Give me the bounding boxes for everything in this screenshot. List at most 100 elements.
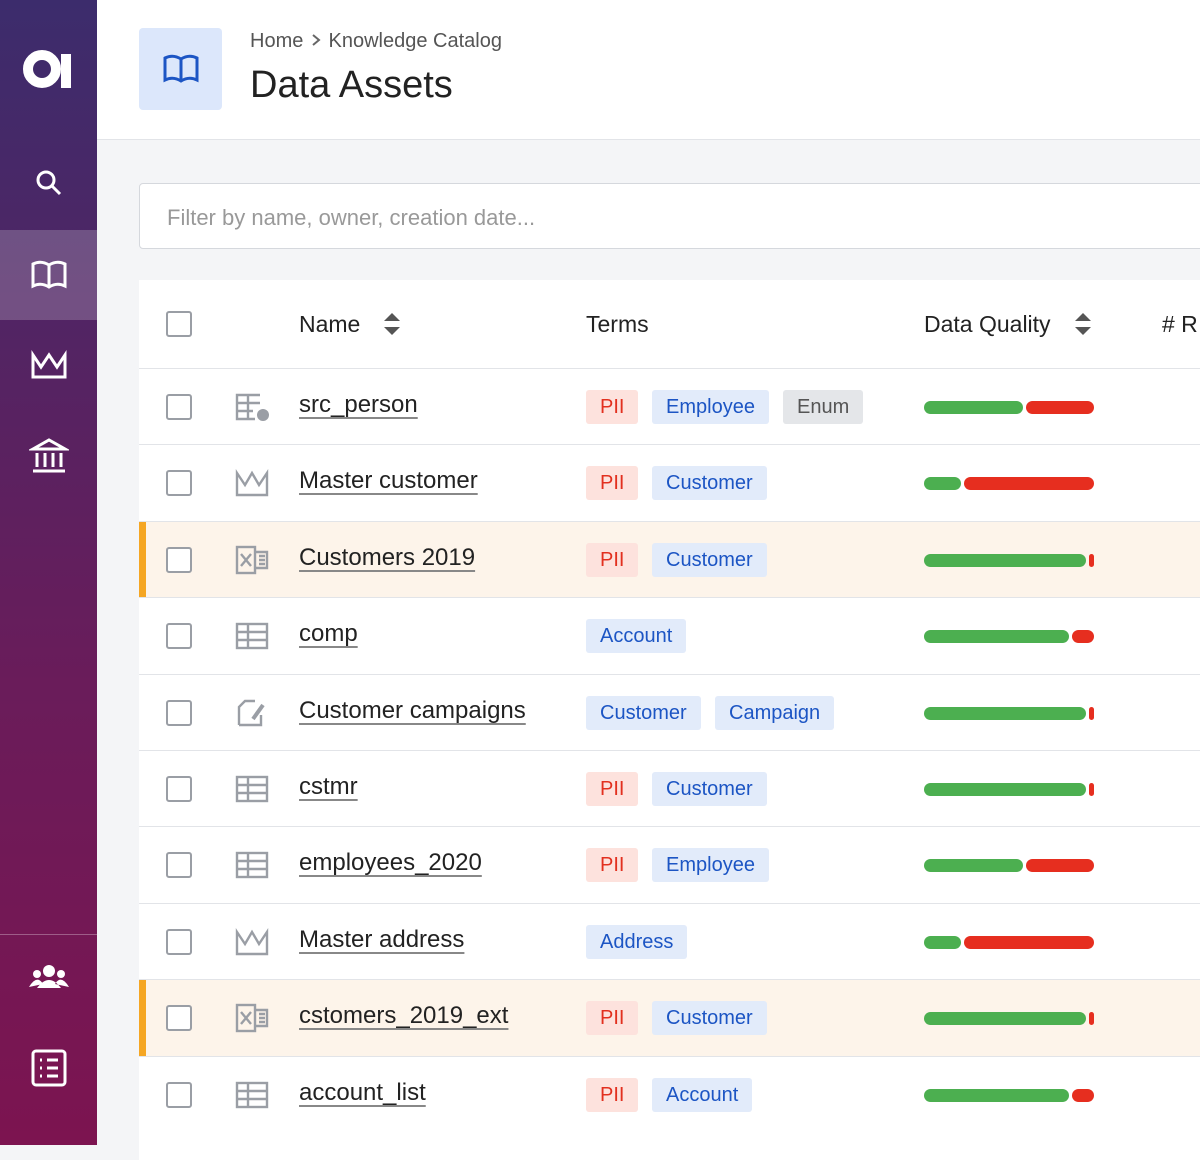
- asset-name[interactable]: cstmr: [299, 773, 358, 800]
- breadcrumb-link[interactable]: Knowledge Catalog: [328, 30, 502, 52]
- icon-shape: [240, 550, 269, 569]
- asset-name[interactable]: src_person: [299, 391, 418, 418]
- icon-shape: [240, 1008, 269, 1028]
- term-tag[interactable]: PII: [586, 1001, 639, 1036]
- nav-catalog[interactable]: [0, 230, 97, 320]
- term-tag[interactable]: Address: [586, 924, 688, 959]
- term-tag[interactable]: Employee: [652, 390, 769, 424]
- asset-name[interactable]: Master customer: [299, 467, 478, 495]
- icon-shape: [1074, 313, 1091, 335]
- nav-tasks[interactable]: [0, 1023, 97, 1113]
- icon-shape: [23, 50, 61, 88]
- asset-type-icon: [235, 622, 269, 650]
- column-header[interactable]: Data Quality: [924, 280, 1093, 368]
- asset-name[interactable]: Customers 2019: [299, 543, 476, 571]
- quality-bar-bad: [1071, 1088, 1094, 1102]
- nav-users[interactable]: [0, 932, 97, 1022]
- column-header[interactable]: Name: [299, 280, 402, 368]
- term-tag[interactable]: Customer: [652, 466, 767, 501]
- filter-input[interactable]: Filter by name, owner, creation date...: [139, 183, 1200, 249]
- quality-bar-good: [924, 477, 962, 491]
- row-checkbox[interactable]: [166, 394, 192, 420]
- icon-shape: [163, 54, 198, 83]
- asset-type-icon: [235, 852, 269, 879]
- quality-bar-good: [924, 1012, 1086, 1026]
- row-checkbox[interactable]: [166, 928, 192, 955]
- term-tag[interactable]: PII: [586, 1077, 639, 1112]
- term-tag[interactable]: PII: [586, 466, 639, 501]
- separator: [0, 934, 97, 935]
- quality-bar-good: [924, 401, 1023, 414]
- term-tag[interactable]: Customer: [652, 542, 767, 577]
- asset-name[interactable]: cstomers_2019_ext: [299, 1002, 509, 1030]
- nav-governance[interactable]: [0, 411, 97, 501]
- breadcrumb: Home Knowledge Catalog: [250, 30, 502, 53]
- quality-bar-bad: [1025, 859, 1094, 873]
- row-checkbox[interactable]: [166, 470, 192, 497]
- row-checkbox[interactable]: [166, 776, 192, 802]
- asset-name[interactable]: comp: [299, 620, 358, 648]
- quality-bar-bad: [1025, 401, 1094, 414]
- icon: [36, 170, 61, 196]
- row-checkbox[interactable]: [166, 1005, 192, 1032]
- term-tag[interactable]: PII: [586, 390, 639, 424]
- term-tag[interactable]: Account: [652, 1077, 753, 1112]
- icon: [31, 1049, 66, 1087]
- icon-shape: [31, 1049, 66, 1087]
- asset-name[interactable]: Master address: [299, 925, 465, 953]
- nav-search[interactable]: [0, 138, 97, 228]
- icon-shape: [31, 260, 66, 289]
- quality-bar-bad: [1088, 1012, 1094, 1026]
- icon-shape: [42, 965, 55, 977]
- term-tag[interactable]: PII: [586, 542, 639, 577]
- term-tag[interactable]: PII: [586, 772, 639, 806]
- icon-shape: [237, 853, 267, 878]
- row-checkbox[interactable]: [166, 699, 192, 726]
- asset-name[interactable]: account_list: [299, 1078, 426, 1106]
- logo[interactable]: [22, 48, 74, 90]
- breadcrumb-link[interactable]: Home: [250, 30, 304, 52]
- quality-bar-bad: [964, 935, 1094, 949]
- icon-shape: [56, 970, 65, 978]
- icon-shape: [312, 34, 321, 46]
- icon-shape: [235, 1081, 269, 1108]
- select-all-checkbox[interactable]: [166, 311, 192, 337]
- icon-shape: [237, 777, 267, 801]
- table-row: employees_2020 PII Employee: [139, 826, 1200, 903]
- table: Name Terms Data Quality # R src_person PI…: [139, 280, 1200, 1160]
- row-checkbox[interactable]: [166, 623, 192, 650]
- icon-shape: [28, 438, 69, 473]
- asset-type-icon: [235, 1003, 269, 1033]
- row-checkbox[interactable]: [166, 852, 192, 879]
- quality-bar-good: [924, 553, 1086, 567]
- term-tag[interactable]: Customer: [652, 772, 767, 806]
- header: Home Knowledge Catalog Data Assets: [97, 0, 1200, 140]
- term-tag[interactable]: Employee: [652, 848, 769, 883]
- icon-shape: [235, 1003, 257, 1033]
- table-row: comp Account: [139, 597, 1200, 674]
- nav-master[interactable]: [0, 321, 97, 411]
- quality-bar-good: [924, 859, 1023, 873]
- term-tag[interactable]: Account: [586, 619, 687, 654]
- icon: [163, 54, 198, 83]
- quality-bar-bad: [1088, 783, 1094, 796]
- term-tag[interactable]: Customer: [652, 1001, 767, 1036]
- term-tag[interactable]: Campaign: [715, 695, 835, 730]
- quality-bar-bad: [1088, 553, 1094, 567]
- icon: [28, 438, 69, 473]
- term-tag[interactable]: Enum: [783, 390, 864, 424]
- term-tag[interactable]: PII: [586, 848, 639, 883]
- quality-bar-good: [924, 630, 1069, 644]
- row-checkbox[interactable]: [166, 1081, 192, 1108]
- asset-type-icon: [235, 469, 269, 497]
- row-checkbox[interactable]: [166, 546, 192, 573]
- column-header: Terms: [586, 280, 649, 368]
- icon-shape: [237, 1082, 267, 1107]
- asset-name[interactable]: Customer campaigns: [299, 696, 526, 724]
- icon: [28, 965, 69, 988]
- asset-name[interactable]: employees_2020: [299, 849, 482, 877]
- term-tag[interactable]: Customer: [586, 695, 701, 730]
- icon-shape: [36, 170, 55, 190]
- icon-shape: [235, 469, 269, 497]
